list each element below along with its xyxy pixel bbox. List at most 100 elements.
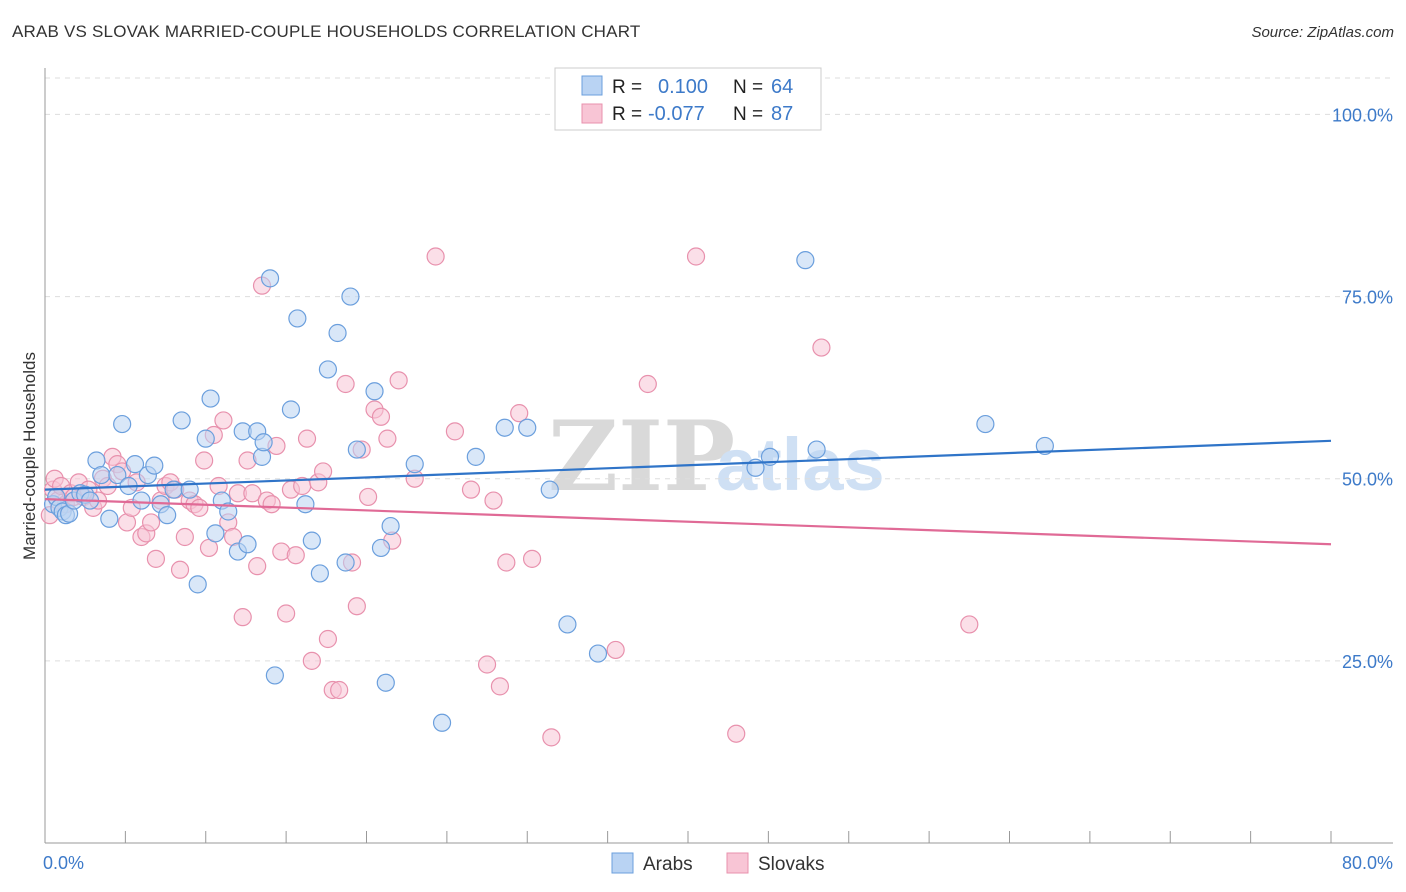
legend-label-slovaks: Slovaks xyxy=(758,854,825,875)
arab-point xyxy=(976,414,995,434)
arab-point xyxy=(540,480,559,499)
legend: Arabs Slovaks xyxy=(611,852,825,875)
slovak-point xyxy=(490,677,510,696)
arab-point xyxy=(466,447,485,466)
slovak-point xyxy=(510,404,529,423)
arab-point xyxy=(125,455,145,474)
stats-r-label: R = xyxy=(612,77,642,98)
stats-r-value: -0.077 xyxy=(648,103,705,125)
slovak-point xyxy=(426,247,445,266)
arab-point xyxy=(206,524,225,543)
arab-point xyxy=(188,575,207,594)
slovak-point xyxy=(313,462,333,481)
slovak-point xyxy=(175,527,194,547)
legend-label-arabs: Arabs xyxy=(643,854,693,875)
arab-point xyxy=(196,429,215,448)
watermark-zip: ZIP xyxy=(548,400,735,513)
slovak-point xyxy=(347,597,366,616)
arab-point xyxy=(201,389,220,408)
slovak-point xyxy=(727,724,746,743)
slovak-point xyxy=(371,407,391,426)
grid xyxy=(45,77,1393,662)
stats-n-label: N = xyxy=(733,104,763,125)
stats-swatch-slovaks xyxy=(581,103,603,124)
trend-line-arabs xyxy=(44,439,1332,491)
slovak-point xyxy=(477,655,497,674)
arab-point xyxy=(254,433,273,452)
slovak-point xyxy=(297,429,317,448)
slovak-point xyxy=(336,374,355,394)
slovak-point xyxy=(461,480,481,499)
slovak-point xyxy=(497,553,516,572)
arab-point xyxy=(341,287,360,306)
slovak-point xyxy=(214,411,233,430)
watermark-atlas: atlas xyxy=(716,423,885,506)
y-tick-label: 75.0% xyxy=(1342,288,1393,308)
arab-point xyxy=(376,673,395,692)
stats-swatch-arabs xyxy=(581,75,603,96)
stats-r-label: R = xyxy=(612,104,642,125)
slovak-point xyxy=(960,615,979,634)
arab-point xyxy=(405,455,424,474)
slovak-point xyxy=(812,338,831,357)
arab-point xyxy=(113,414,132,434)
slovak-point xyxy=(378,429,397,448)
x-tick-label-min: 0.0% xyxy=(43,853,84,873)
slovak-point xyxy=(277,604,296,623)
slovak-point xyxy=(686,247,706,266)
slovak-point xyxy=(141,513,161,532)
arab-point xyxy=(219,502,238,521)
y-tick-label: 50.0% xyxy=(1342,470,1393,490)
arab-point xyxy=(281,400,301,419)
arab-point xyxy=(296,495,315,514)
y-tick-label: 100.0% xyxy=(1332,105,1393,125)
x-tick-label-max: 80.0% xyxy=(1342,853,1393,873)
legend-swatch-arabs xyxy=(611,852,634,874)
arab-point xyxy=(238,535,257,554)
y-tick-label: 25.0% xyxy=(1342,652,1393,672)
legend-swatch-slovaks xyxy=(726,852,749,874)
slovak-point xyxy=(522,549,542,568)
arab-point xyxy=(145,456,164,475)
source-label: Source: ZipAtlas.com xyxy=(1251,24,1394,41)
slovak-point xyxy=(638,374,657,394)
arab-point xyxy=(100,509,119,528)
chart-title: ARAB VS SLOVAK MARRIED-COUPLE HOUSEHOLDS… xyxy=(12,22,641,41)
arab-point xyxy=(347,440,366,459)
slovak-point xyxy=(286,546,305,565)
slovak-point xyxy=(318,629,338,649)
arab-point xyxy=(172,411,191,430)
arab-point xyxy=(265,666,284,685)
arab-point xyxy=(318,360,338,379)
x-axis-ticks xyxy=(44,831,1332,843)
slovak-point xyxy=(243,484,262,503)
trend-line-slovaks xyxy=(44,498,1332,546)
stats-n-label: N = xyxy=(733,77,763,98)
arab-point xyxy=(132,491,151,510)
trend-lines xyxy=(44,439,1332,546)
arab-point xyxy=(365,382,384,401)
arab-point xyxy=(108,465,127,485)
arab-point xyxy=(558,615,577,634)
series-arabs xyxy=(43,251,1054,732)
arab-point xyxy=(288,309,307,328)
y-axis-title: Married-couple Households xyxy=(20,352,39,560)
stats-box: R = 0.100 N = 64 R = -0.077 N = 87 xyxy=(554,67,822,131)
arab-point xyxy=(310,564,329,583)
slovak-point xyxy=(606,640,625,660)
stats-n-value: 64 xyxy=(771,76,793,98)
arab-point xyxy=(336,553,355,572)
arab-point xyxy=(588,644,608,663)
arab-point xyxy=(1035,436,1054,456)
slovak-point xyxy=(484,491,503,510)
arab-point xyxy=(432,713,452,732)
arab-point xyxy=(796,251,815,270)
arab-point xyxy=(381,516,400,536)
slovak-point xyxy=(359,487,378,507)
slovak-point xyxy=(262,495,281,514)
slovak-point xyxy=(445,422,465,441)
arab-point xyxy=(92,465,111,485)
arab-point xyxy=(518,418,537,437)
slovak-point xyxy=(146,549,166,568)
